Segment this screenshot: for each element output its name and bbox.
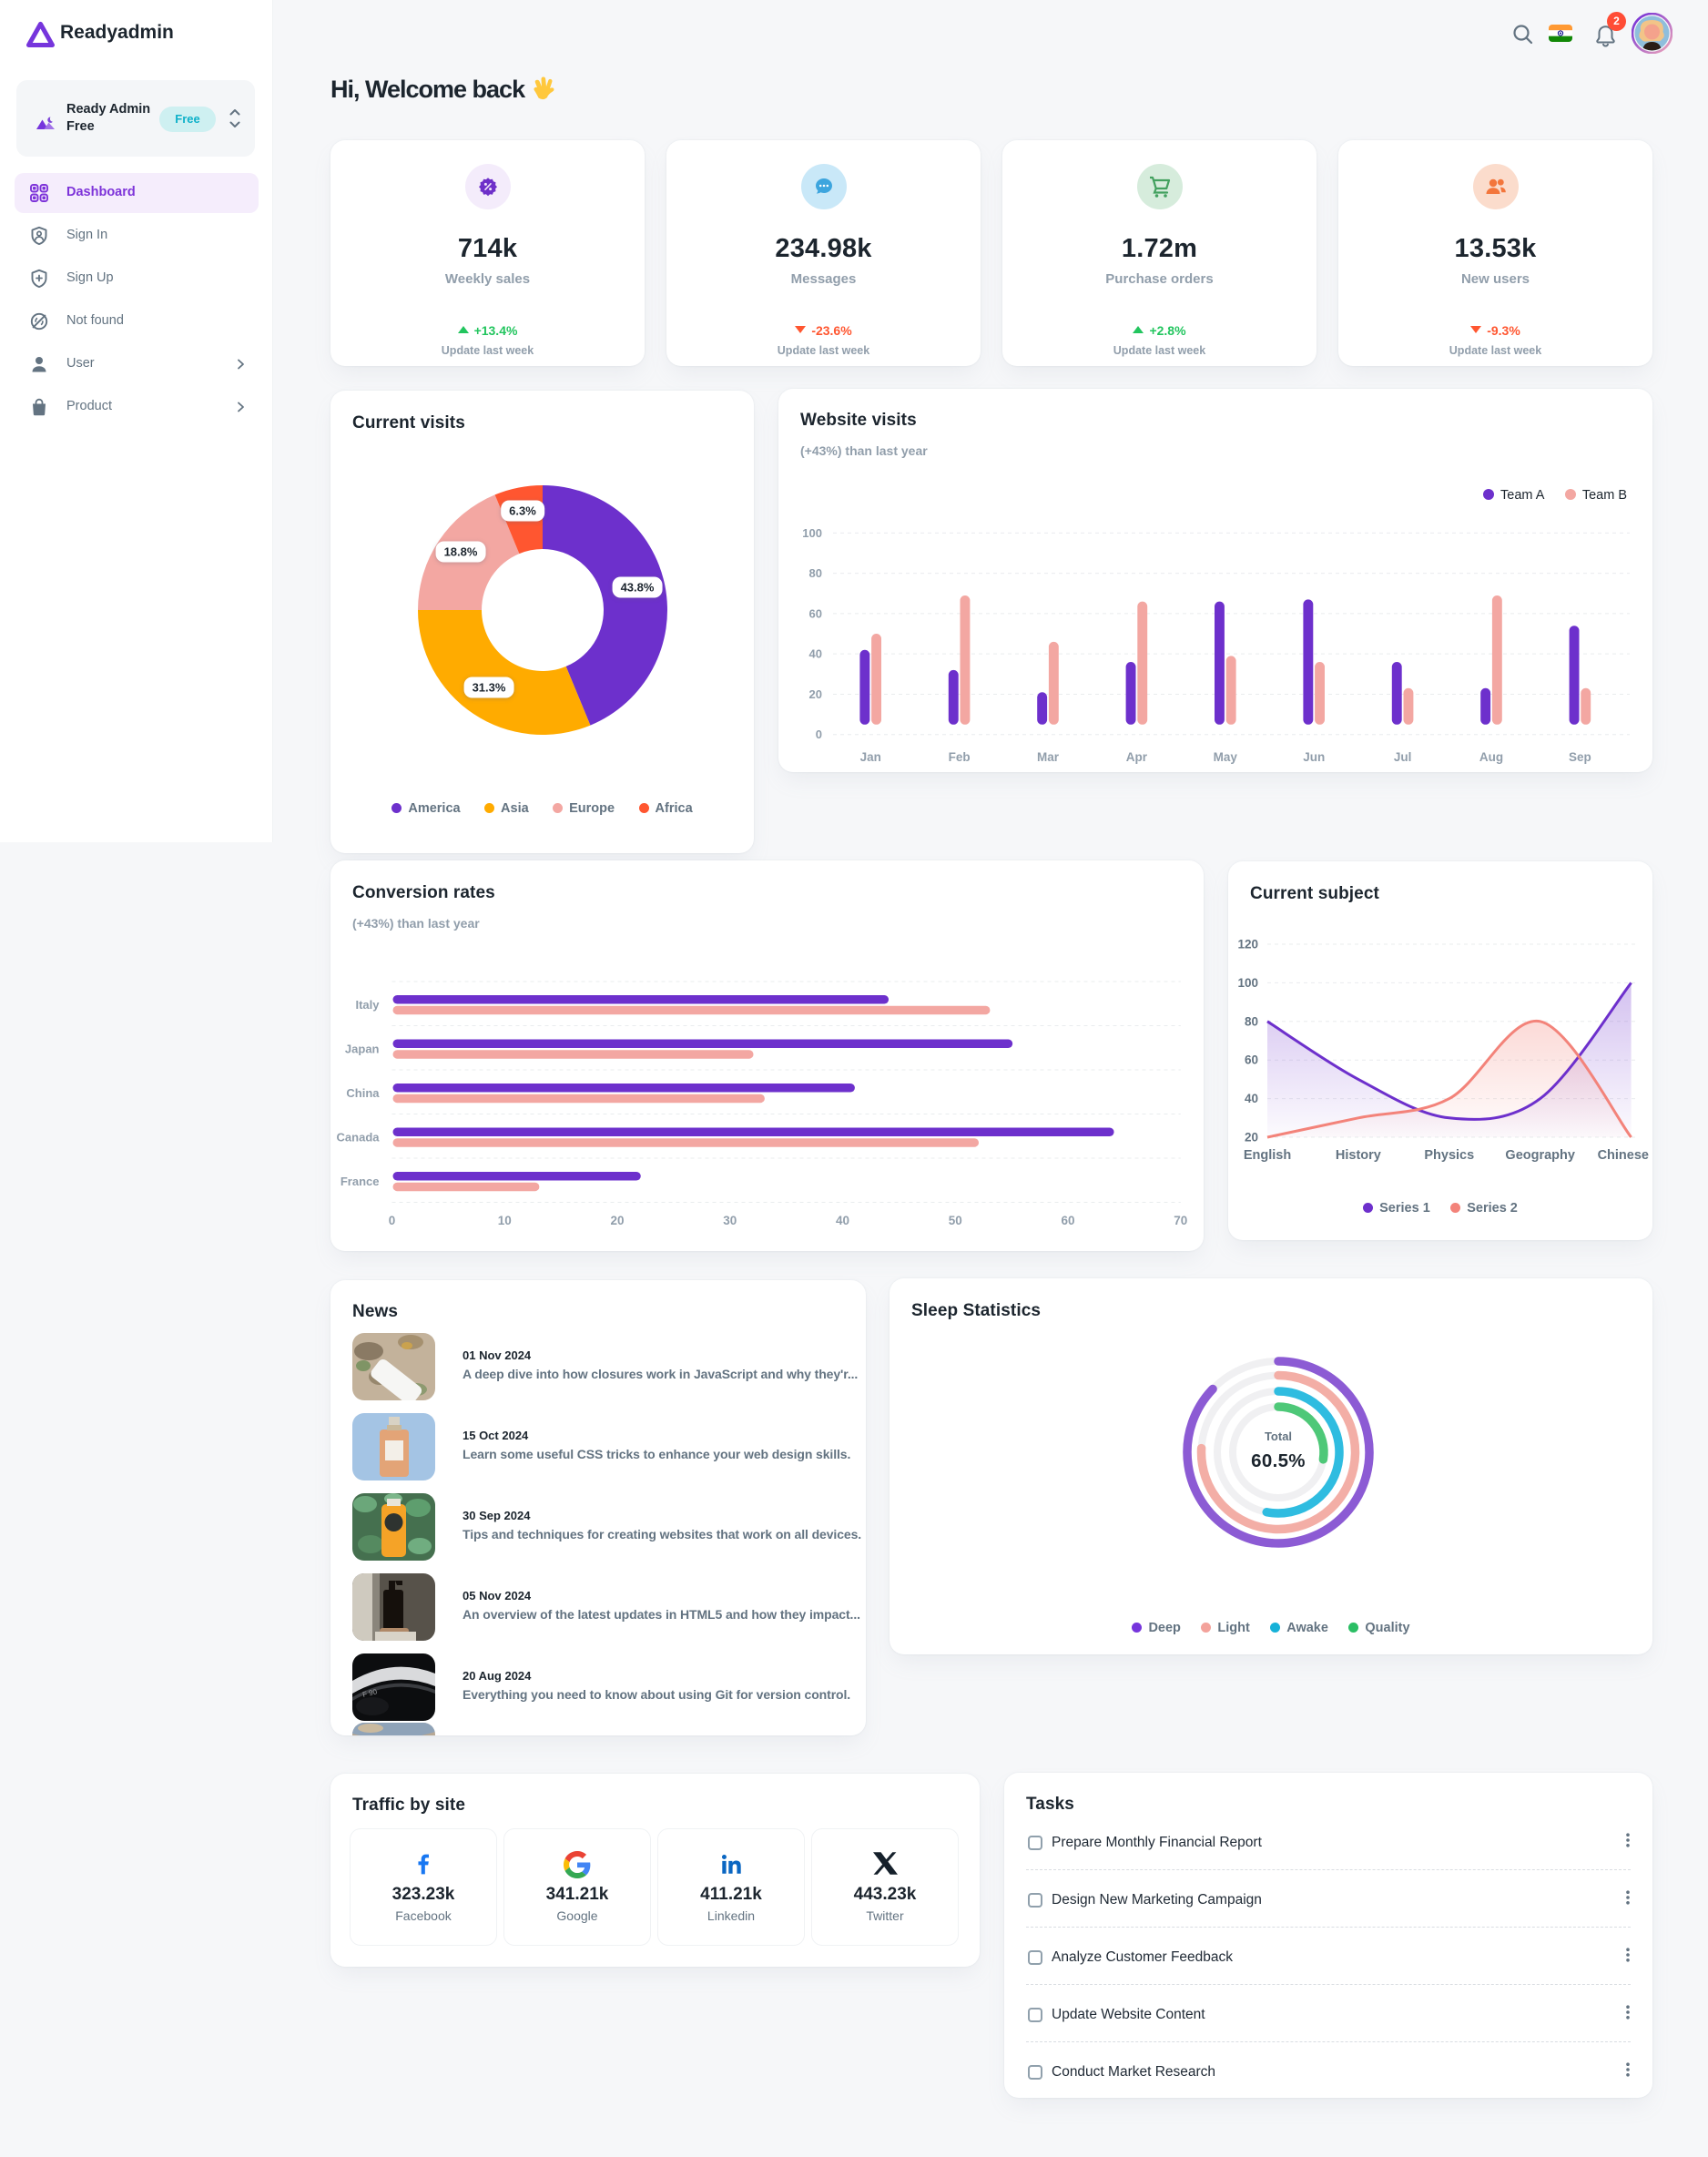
svg-text:0: 0 <box>389 1214 396 1227</box>
svg-text:60: 60 <box>809 606 822 620</box>
svg-text:40: 40 <box>836 1214 849 1227</box>
svg-text:0: 0 <box>816 727 822 741</box>
svg-text:120: 120 <box>1237 938 1258 951</box>
svg-text:60: 60 <box>1062 1214 1075 1227</box>
svg-text:100: 100 <box>802 526 822 540</box>
svg-text:Total: Total <box>1265 1430 1292 1443</box>
svg-text:60: 60 <box>1245 1053 1258 1067</box>
svg-text:Italy: Italy <box>355 998 380 1012</box>
svg-text:20: 20 <box>611 1214 625 1227</box>
svg-text:Jan: Jan <box>860 750 881 764</box>
svg-text:Feb: Feb <box>949 750 971 764</box>
svg-text:English: English <box>1244 1148 1291 1163</box>
svg-text:30: 30 <box>723 1214 737 1227</box>
svg-text:20: 20 <box>1245 1131 1258 1145</box>
svg-text:40: 40 <box>809 647 822 661</box>
svg-text:Aug: Aug <box>1479 750 1503 764</box>
svg-text:Geography: Geography <box>1505 1148 1575 1163</box>
svg-text:China: China <box>346 1086 380 1100</box>
svg-text:France: France <box>341 1175 380 1188</box>
svg-text:80: 80 <box>1245 1014 1258 1028</box>
svg-text:100: 100 <box>1237 976 1258 990</box>
svg-text:Sep: Sep <box>1569 750 1591 764</box>
svg-text:Jul: Jul <box>1394 750 1412 764</box>
svg-text:20: 20 <box>809 687 822 701</box>
svg-text:40: 40 <box>1245 1092 1258 1105</box>
svg-text:Jun: Jun <box>1303 750 1325 764</box>
svg-text:50: 50 <box>949 1214 962 1227</box>
svg-text:70: 70 <box>1174 1214 1187 1227</box>
svg-text:Japan: Japan <box>345 1043 380 1056</box>
svg-text:F 90: F 90 <box>361 1687 378 1699</box>
svg-text:60.5%: 60.5% <box>1251 1450 1306 1471</box>
svg-text:History: History <box>1336 1148 1381 1163</box>
svg-text:Chinese: Chinese <box>1598 1148 1649 1163</box>
svg-text:Canada: Canada <box>337 1131 381 1145</box>
svg-text:Mar: Mar <box>1037 750 1060 764</box>
svg-text:May: May <box>1214 750 1238 764</box>
svg-text:10: 10 <box>498 1214 512 1227</box>
svg-text:Apr: Apr <box>1126 750 1148 764</box>
svg-text:Physics: Physics <box>1424 1148 1474 1163</box>
svg-text:80: 80 <box>809 566 822 580</box>
